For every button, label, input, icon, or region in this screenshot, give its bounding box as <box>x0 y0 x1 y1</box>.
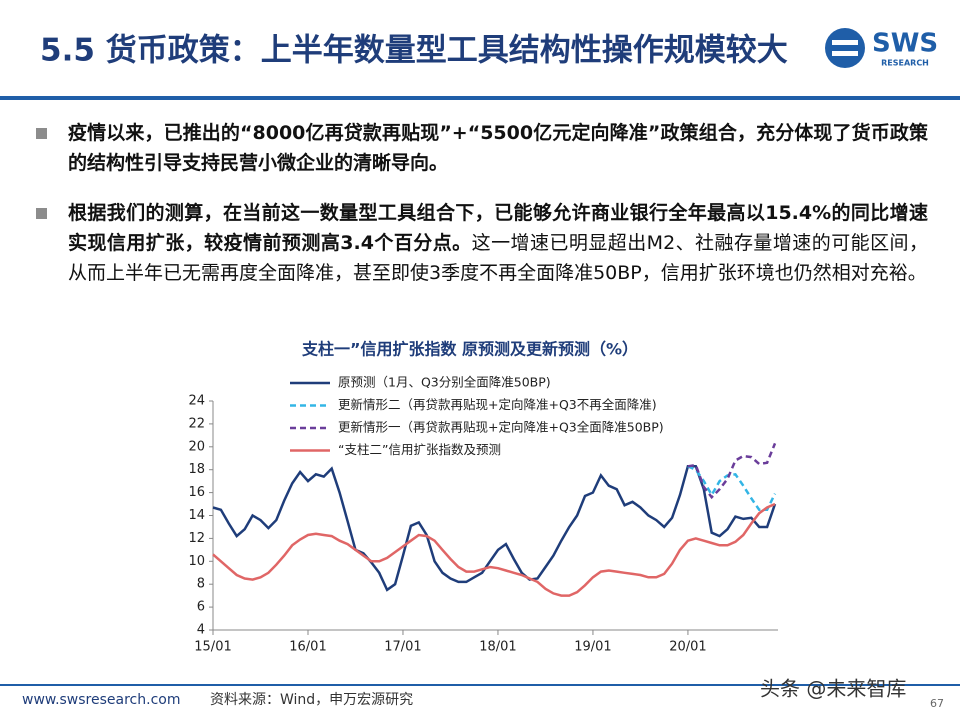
bullet-marker <box>36 128 47 139</box>
header-rule <box>0 96 960 100</box>
y-tick-label: 4 <box>197 623 205 638</box>
x-tick-label: 19/01 <box>574 640 611 655</box>
y-tick-label: 12 <box>188 531 205 546</box>
chart-title: 支柱一”信用扩张指数 原预测及更新预测（%） <box>301 340 638 359</box>
slide-title: 5.5 货币政策：上半年数量型工具结构性操作规模较大 <box>40 33 788 69</box>
y-tick-label: 22 <box>188 416 205 431</box>
logo-text: SWS <box>872 29 938 59</box>
y-tick-label: 6 <box>197 600 205 615</box>
legend-label: 更新情形二（再贷款再贴现+定向降准+Q3不再全面降准) <box>338 397 657 412</box>
y-tick-label: 10 <box>188 554 205 569</box>
legend-label: 原预测（1月、Q3分别全面降准50BP) <box>338 375 551 390</box>
bullet: 根据我们的测算，在当前这一数量型工具组合下，已能够允许商业银行全年最高以15.4… <box>68 198 928 288</box>
footer-source: 资料来源：Wind，申万宏源研究 <box>210 692 413 708</box>
bullet-bold: 根据我们的测算，在当前这一数量型工具组合下，已能够允许商业银行全年最高以15.4… <box>68 202 928 254</box>
x-tick-label: 16/01 <box>289 640 326 655</box>
legend-label: “支柱二”信用扩张指数及预测 <box>338 442 501 457</box>
bullet-marker <box>36 208 47 219</box>
bullet-bold: 疫情以来，已推出的“8000亿再贷款再贴现”+“5500亿元定向降准”政策组合，… <box>68 122 928 174</box>
series-line <box>687 465 777 512</box>
page-number: 67 <box>930 697 944 710</box>
logo-subtext: RESEARCH <box>881 59 929 68</box>
y-tick-label: 8 <box>197 577 205 592</box>
legend-label: 更新情形一（再贷款再贴现+定向降准+Q3全面降准50BP) <box>338 420 664 435</box>
series-line <box>212 502 776 597</box>
x-tick-label: 17/01 <box>384 640 421 655</box>
series-line <box>687 442 777 500</box>
watermark: 头条 @未来智库 <box>760 677 906 701</box>
y-tick-label: 16 <box>188 485 205 500</box>
y-tick-label: 20 <box>188 439 205 454</box>
y-tick-label: 18 <box>188 462 205 477</box>
y-tick-label: 24 <box>188 394 205 409</box>
x-tick-label: 20/01 <box>669 640 706 655</box>
bullet-text: 这一增速已明显超出M2、社融存量增速的可能区间，从而上半年已无需再度全面降准，甚… <box>68 232 928 284</box>
logo-mark <box>832 40 858 45</box>
x-tick-label: 18/01 <box>479 640 516 655</box>
footer-url: www.swsresearch.com <box>22 692 180 708</box>
logo-mark <box>825 28 865 68</box>
logo-mark <box>832 51 858 56</box>
series-line <box>212 465 777 592</box>
y-tick-label: 14 <box>188 508 205 523</box>
footer-rule <box>0 684 960 686</box>
bullet: 疫情以来，已推出的“8000亿再贷款再贴现”+“5500亿元定向降准”政策组合，… <box>68 118 928 178</box>
x-tick-label: 15/01 <box>194 640 231 655</box>
logo: SWS RESEARCH <box>825 28 938 68</box>
